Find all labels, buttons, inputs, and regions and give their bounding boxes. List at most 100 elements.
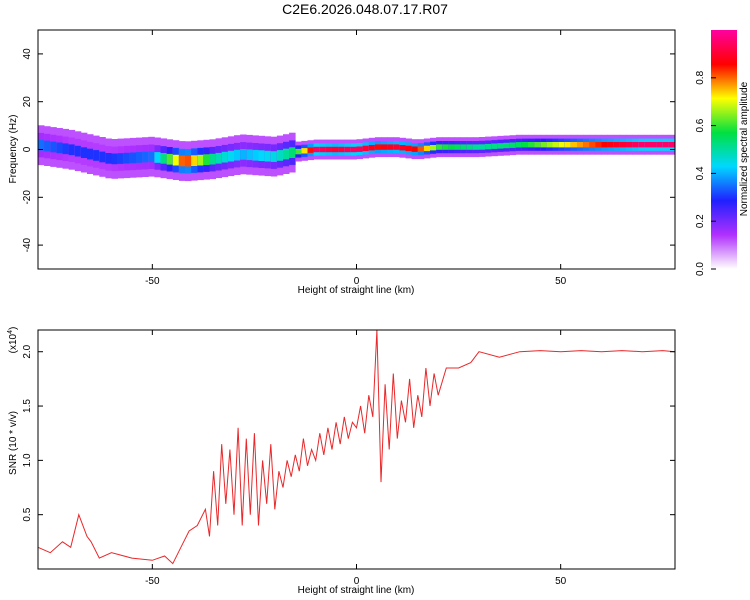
heatmap-cell (448, 144, 455, 150)
heatmap-cell (454, 144, 461, 150)
heatmap-cell (460, 144, 468, 150)
heatmap-cell (197, 154, 204, 166)
colorbar-tick-label: 0.6 (695, 118, 706, 132)
heatmap-cell (644, 142, 651, 148)
heatmap-cell (111, 153, 118, 165)
snr-x-tick-label: -50 (145, 576, 160, 587)
heatmap-cell (289, 147, 296, 158)
heatmap-cell (626, 142, 633, 148)
heatmap-cell (381, 144, 388, 150)
heatmap-cell (80, 147, 88, 158)
heatmap-cell (270, 151, 278, 162)
heatmap-cell (154, 152, 161, 163)
heatmap-cell (595, 142, 602, 148)
snr-x-tick-label: 0 (354, 576, 360, 587)
heatmap-cell (607, 142, 615, 148)
heatmap-cell (479, 144, 486, 150)
heatmap-cell (399, 145, 406, 151)
heatmap-y-label: Frequency (Hz) (8, 115, 19, 184)
heatmap-cell (491, 143, 498, 149)
heatmap-cell (411, 146, 419, 152)
heatmap-cell (68, 144, 76, 156)
heatmap-cell (283, 148, 290, 160)
heatmap-marks (38, 125, 676, 182)
heatmap-cell (552, 142, 559, 148)
heatmap-cell (534, 142, 541, 148)
heatmap-cell (374, 144, 382, 150)
heatmap-cell (99, 151, 106, 163)
heatmap-cell (564, 142, 572, 148)
heatmap-cell (38, 139, 45, 151)
snr-multiplier: (x104) (7, 327, 19, 354)
heatmap-cell (240, 149, 247, 160)
heatmap-cell (209, 153, 216, 165)
snr-frame (37, 329, 676, 570)
snr-panel: -50 0 50 0.5 1.0 1.5 2.0 Height of straight l… (7, 327, 676, 596)
heatmap-y-ticks: -40 -20 0 20 40 (22, 48, 675, 252)
heatmap-cell (148, 151, 155, 163)
heatmap-cell (521, 142, 529, 148)
heatmap-y-tick-label: -40 (22, 237, 33, 252)
heatmap-cell (215, 152, 223, 164)
heatmap-cell (74, 145, 82, 157)
heatmap-cell (466, 144, 474, 150)
heatmap-cell (295, 148, 302, 155)
heatmap-cell (583, 142, 590, 148)
snr-y-tick-label: 0.5 (22, 507, 33, 521)
colorbar-tick-label: 0.0 (695, 262, 706, 276)
heatmap-cell (601, 142, 608, 148)
heatmap-cell (632, 142, 639, 148)
heatmap-cell (423, 145, 431, 152)
heatmap-cell (442, 144, 449, 150)
heatmap-cell (668, 142, 676, 148)
heatmap-cell (264, 150, 272, 162)
heatmap-cell (546, 142, 553, 148)
heatmap-cell (485, 143, 492, 150)
heatmap-cell (405, 145, 412, 152)
snr-series-line (37, 329, 676, 565)
heatmap-cell (368, 145, 376, 151)
heatmap-cell (540, 142, 547, 148)
colorbar-label: Normalized spectral amplitude (739, 81, 750, 216)
heatmap-y-tick-label: -20 (22, 190, 33, 205)
heatmap-cell (93, 150, 100, 161)
heatmap-cell (160, 153, 167, 164)
snr-x-tick-label: 50 (555, 576, 567, 587)
heatmap-cell (105, 153, 112, 164)
colorbar-tick-label: 0.4 (695, 166, 706, 180)
heatmap-cell (515, 142, 523, 148)
snr-multiplier-exp: 4 (7, 330, 14, 334)
snr-x-ticks: -50 0 50 (145, 330, 567, 587)
heatmap-cell (252, 149, 259, 161)
heatmap-panel: -50 0 50 -40 -20 0 20 40 Height of straight li… (8, 29, 676, 296)
heatmap-cell (319, 146, 327, 153)
heatmap-cell (472, 144, 480, 150)
heatmap-cell (577, 142, 584, 148)
colorbar: 0.0 0.2 0.4 0.6 0.8 Normalized spectral ampl… (695, 30, 750, 276)
heatmap-cell (436, 144, 443, 150)
heatmap-cell (221, 151, 229, 163)
svg-text:(x104): (x104) (7, 327, 19, 354)
heatmap-cell (142, 151, 149, 163)
heatmap-cell (87, 148, 94, 160)
heatmap-cell (497, 143, 504, 149)
heatmap-cell (350, 146, 357, 153)
heatmap-cell (227, 150, 235, 162)
heatmap-cell (503, 142, 510, 149)
snr-y-tick-label: 1.0 (22, 453, 33, 467)
heatmap-cell (338, 146, 345, 153)
heatmap-cell (619, 142, 627, 148)
heatmap-cell (203, 154, 210, 165)
heatmap-y-tick-label: 0 (22, 146, 33, 152)
heatmap-cell (325, 146, 333, 153)
heatmap-cell (166, 153, 174, 165)
heatmap-cell (430, 145, 437, 151)
heatmap-cell (613, 142, 621, 148)
heatmap-cell (246, 149, 253, 161)
heatmap-cell (276, 150, 284, 161)
heatmap-cell (356, 146, 363, 152)
heatmap-y-tick-label: 40 (22, 48, 33, 60)
heatmap-cell (258, 150, 265, 161)
heatmap-cell (56, 142, 63, 154)
snr-y-tick-label: 2.0 (22, 344, 33, 358)
